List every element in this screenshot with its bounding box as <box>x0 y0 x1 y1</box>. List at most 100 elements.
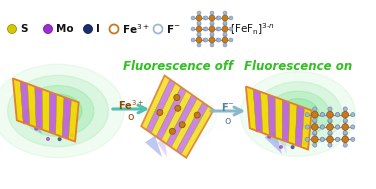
Circle shape <box>335 113 340 117</box>
Circle shape <box>196 37 202 43</box>
Circle shape <box>157 109 163 115</box>
Ellipse shape <box>22 85 94 136</box>
Ellipse shape <box>8 75 108 147</box>
Ellipse shape <box>34 94 82 128</box>
Circle shape <box>311 136 318 143</box>
Circle shape <box>320 137 324 141</box>
Circle shape <box>169 128 175 134</box>
Ellipse shape <box>267 91 329 137</box>
Text: Fluorescence off: Fluorescence off <box>123 60 233 74</box>
Circle shape <box>46 137 50 141</box>
Circle shape <box>191 38 195 42</box>
Circle shape <box>197 11 201 15</box>
Text: I: I <box>96 24 100 34</box>
Circle shape <box>204 38 208 42</box>
Circle shape <box>327 136 334 143</box>
Circle shape <box>342 111 349 118</box>
Polygon shape <box>49 92 57 134</box>
Circle shape <box>327 111 334 118</box>
Circle shape <box>34 127 38 131</box>
Polygon shape <box>27 84 36 127</box>
Polygon shape <box>68 100 79 142</box>
Circle shape <box>223 11 227 15</box>
Ellipse shape <box>254 82 342 146</box>
Polygon shape <box>29 112 42 134</box>
Circle shape <box>313 131 317 135</box>
Circle shape <box>255 128 259 132</box>
Circle shape <box>210 11 214 15</box>
Circle shape <box>217 27 221 31</box>
Circle shape <box>70 134 74 138</box>
Polygon shape <box>268 94 276 138</box>
Circle shape <box>58 137 62 141</box>
Circle shape <box>313 143 317 147</box>
Circle shape <box>216 27 220 31</box>
Polygon shape <box>157 140 167 157</box>
Circle shape <box>320 113 324 117</box>
Circle shape <box>320 125 324 129</box>
Circle shape <box>328 119 332 123</box>
Polygon shape <box>42 89 50 132</box>
Circle shape <box>342 124 349 130</box>
Text: Fe$^{3+}$: Fe$^{3+}$ <box>122 22 150 36</box>
Circle shape <box>320 113 324 117</box>
Text: Mo: Mo <box>56 24 74 34</box>
Circle shape <box>335 137 340 141</box>
Circle shape <box>197 32 201 36</box>
Circle shape <box>203 27 207 31</box>
Polygon shape <box>62 97 71 139</box>
Polygon shape <box>20 81 30 125</box>
Circle shape <box>197 22 201 26</box>
Circle shape <box>335 137 340 141</box>
Polygon shape <box>145 136 162 157</box>
Polygon shape <box>282 100 290 143</box>
Circle shape <box>197 21 201 25</box>
Circle shape <box>217 16 221 20</box>
Circle shape <box>210 22 214 26</box>
Circle shape <box>203 38 207 42</box>
Circle shape <box>222 26 228 32</box>
Circle shape <box>279 145 283 149</box>
Ellipse shape <box>241 71 355 156</box>
Circle shape <box>191 27 195 31</box>
Circle shape <box>222 15 228 21</box>
Circle shape <box>343 143 347 147</box>
Circle shape <box>328 132 332 136</box>
Text: $[\mathrm{FeF_n}]^{3\text{-}n}$: $[\mathrm{FeF_n}]^{3\text{-}n}$ <box>230 21 275 37</box>
Text: F$^{-}$: F$^{-}$ <box>221 101 235 113</box>
Circle shape <box>343 119 347 123</box>
Text: o: o <box>225 116 231 126</box>
Circle shape <box>216 38 220 42</box>
Circle shape <box>328 107 332 111</box>
Ellipse shape <box>150 98 206 136</box>
Polygon shape <box>261 92 269 135</box>
Circle shape <box>313 118 317 122</box>
Polygon shape <box>289 102 297 145</box>
Polygon shape <box>166 94 197 147</box>
Polygon shape <box>18 108 42 134</box>
Circle shape <box>328 131 332 135</box>
Circle shape <box>194 112 200 118</box>
Circle shape <box>313 107 317 111</box>
Circle shape <box>197 43 201 47</box>
Circle shape <box>327 124 334 130</box>
Circle shape <box>210 33 214 37</box>
Ellipse shape <box>0 64 124 158</box>
Circle shape <box>210 32 214 36</box>
Circle shape <box>342 136 349 143</box>
Circle shape <box>229 38 233 42</box>
Circle shape <box>335 125 340 129</box>
Polygon shape <box>264 131 282 154</box>
Polygon shape <box>13 78 23 123</box>
Circle shape <box>311 124 318 130</box>
Circle shape <box>210 43 214 47</box>
Polygon shape <box>302 108 312 149</box>
Circle shape <box>351 113 355 117</box>
Circle shape <box>351 125 355 129</box>
Polygon shape <box>295 105 305 147</box>
Circle shape <box>223 43 227 47</box>
Circle shape <box>191 16 195 20</box>
Polygon shape <box>161 91 192 144</box>
Circle shape <box>320 137 324 141</box>
Polygon shape <box>181 106 214 158</box>
